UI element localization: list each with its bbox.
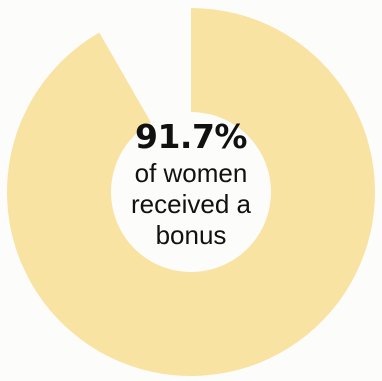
caption-line-2: received a	[131, 189, 251, 219]
donut-slice-1	[7, 8, 375, 376]
center-label: 91.7% of women received a bonus	[91, 118, 291, 251]
donut-slice-2	[99, 8, 191, 123]
caption-line-3: bonus	[155, 220, 227, 250]
caption-line-1: of women	[134, 158, 248, 188]
center-value: 91.7%	[135, 117, 248, 156]
